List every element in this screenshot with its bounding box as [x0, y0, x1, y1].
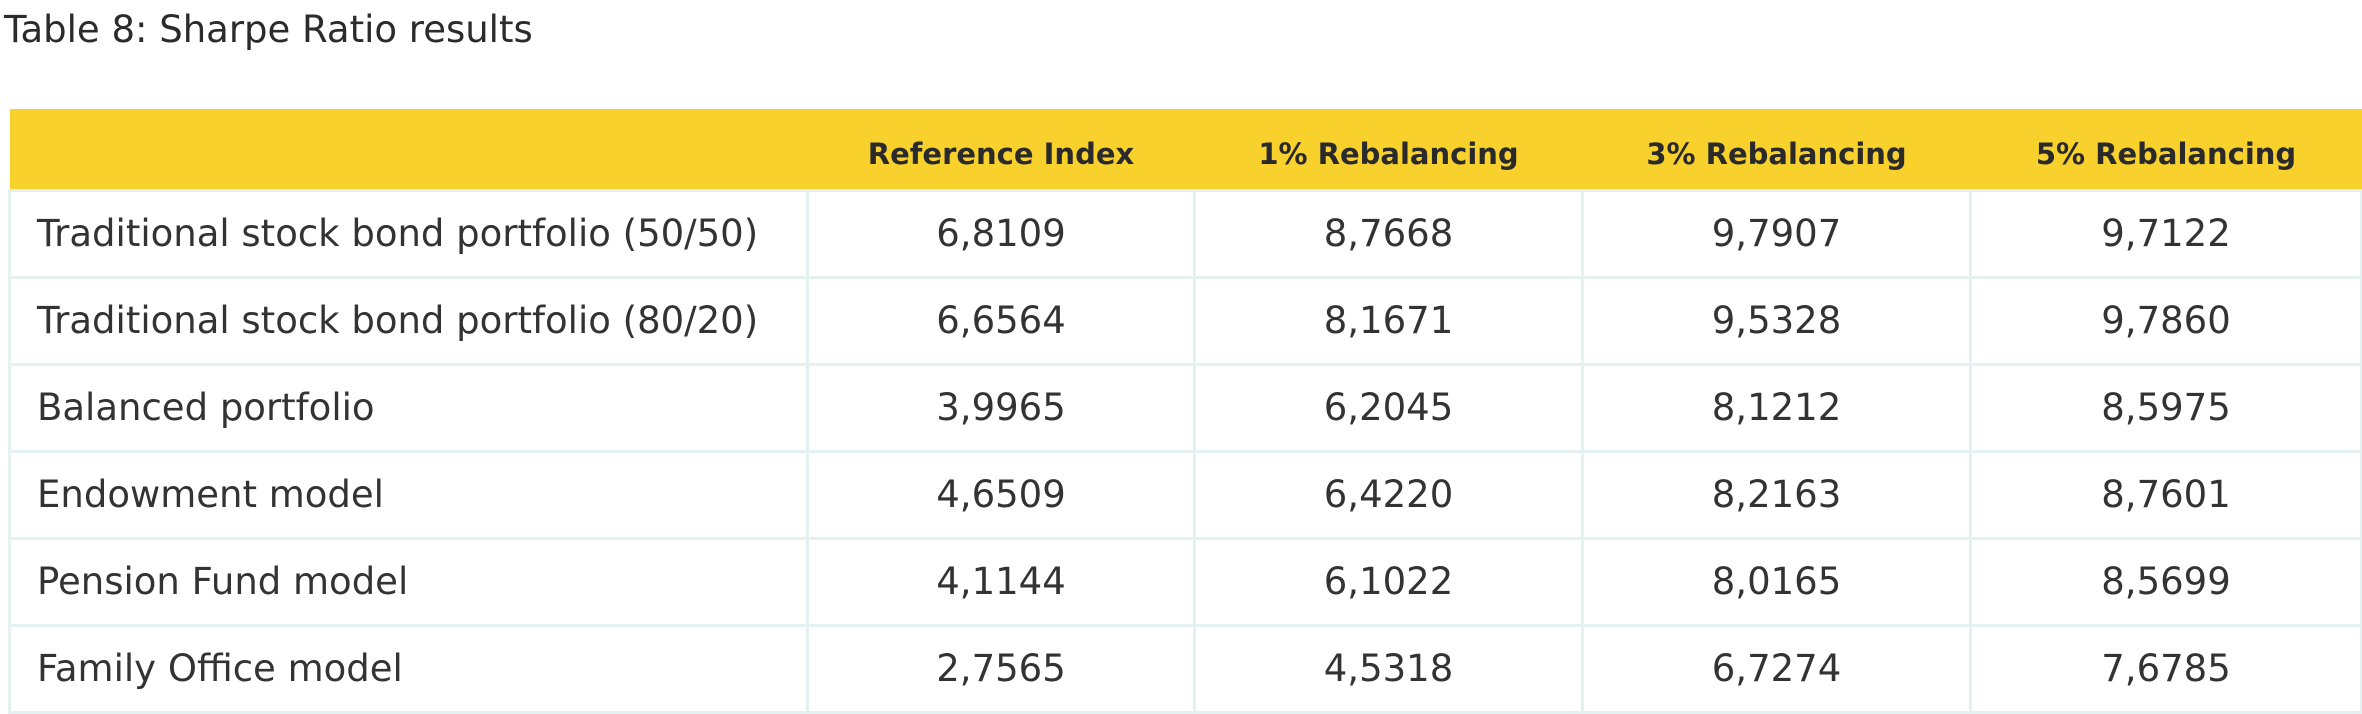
- table-cell: 6,6564: [806, 275, 1196, 366]
- row-label: Pension Fund model: [8, 536, 809, 627]
- table-header: Reference Index 1% Rebalancing 3% Rebala…: [9, 109, 2362, 190]
- table-cell: 6,2045: [1193, 362, 1584, 453]
- table-cell: 8,7601: [1969, 449, 2362, 540]
- table-cell: 6,4220: [1193, 449, 1584, 540]
- table-cell: 8,7668: [1193, 188, 1584, 279]
- table-cell: 4,5318: [1193, 623, 1584, 714]
- header-cell-5pct-rebalancing: 5% Rebalancing: [1970, 109, 2362, 190]
- header-cell-reference-index: Reference Index: [807, 109, 1195, 190]
- table-row: Balanced portfolio 3,9965 6,2045 8,1212 …: [8, 362, 2362, 453]
- table-cell: 8,1671: [1193, 275, 1584, 366]
- row-label: Balanced portfolio: [8, 362, 809, 453]
- table-row: Pension Fund model 4,1144 6,1022 8,0165 …: [8, 536, 2362, 627]
- table-cell: 8,1212: [1581, 362, 1972, 453]
- header-cell-label: [9, 109, 808, 190]
- table-cell: 6,1022: [1193, 536, 1584, 627]
- row-label: Family Office model: [8, 623, 809, 714]
- table-cell: 4,1144: [806, 536, 1196, 627]
- table-cell: 6,7274: [1581, 623, 1972, 714]
- table-row: Endowment model 4,6509 6,4220 8,2163 8,7…: [8, 449, 2362, 540]
- row-label: Endowment model: [8, 449, 809, 540]
- table-cell: 9,7907: [1581, 188, 1972, 279]
- table-cell: 9,7122: [1969, 188, 2362, 279]
- header-cell-3pct-rebalancing: 3% Rebalancing: [1582, 109, 1971, 190]
- table-cell: 2,7565: [806, 623, 1196, 714]
- table-row: Family Office model 2,7565 4,5318 6,7274…: [8, 623, 2362, 714]
- table-cell: 8,0165: [1581, 536, 1972, 627]
- row-label: Traditional stock bond portfolio (80/20): [8, 275, 809, 366]
- table-cell: 9,5328: [1581, 275, 1972, 366]
- table-cell: 8,2163: [1581, 449, 1972, 540]
- table-cell: 3,9965: [806, 362, 1196, 453]
- table-cell: 8,5975: [1969, 362, 2362, 453]
- table-cell: 8,5699: [1969, 536, 2362, 627]
- table-cell: 4,6509: [806, 449, 1196, 540]
- table-body: Traditional stock bond portfolio (50/50)…: [8, 188, 2362, 714]
- row-label: Traditional stock bond portfolio (50/50): [8, 188, 809, 279]
- table-row: Traditional stock bond portfolio (80/20)…: [8, 275, 2362, 366]
- table-cell: 9,7860: [1969, 275, 2362, 366]
- table-cell: 6,8109: [806, 188, 1196, 279]
- header-cell-1pct-rebalancing: 1% Rebalancing: [1194, 109, 1583, 190]
- table-row: Traditional stock bond portfolio (50/50)…: [8, 188, 2362, 279]
- header-row: Reference Index 1% Rebalancing 3% Rebala…: [9, 109, 2362, 190]
- table-cell: 7,6785: [1969, 623, 2362, 714]
- table-caption: Table 8: Sharpe Ratio results: [4, 8, 533, 51]
- sharpe-ratio-table: Reference Index 1% Rebalancing 3% Rebala…: [8, 109, 2362, 714]
